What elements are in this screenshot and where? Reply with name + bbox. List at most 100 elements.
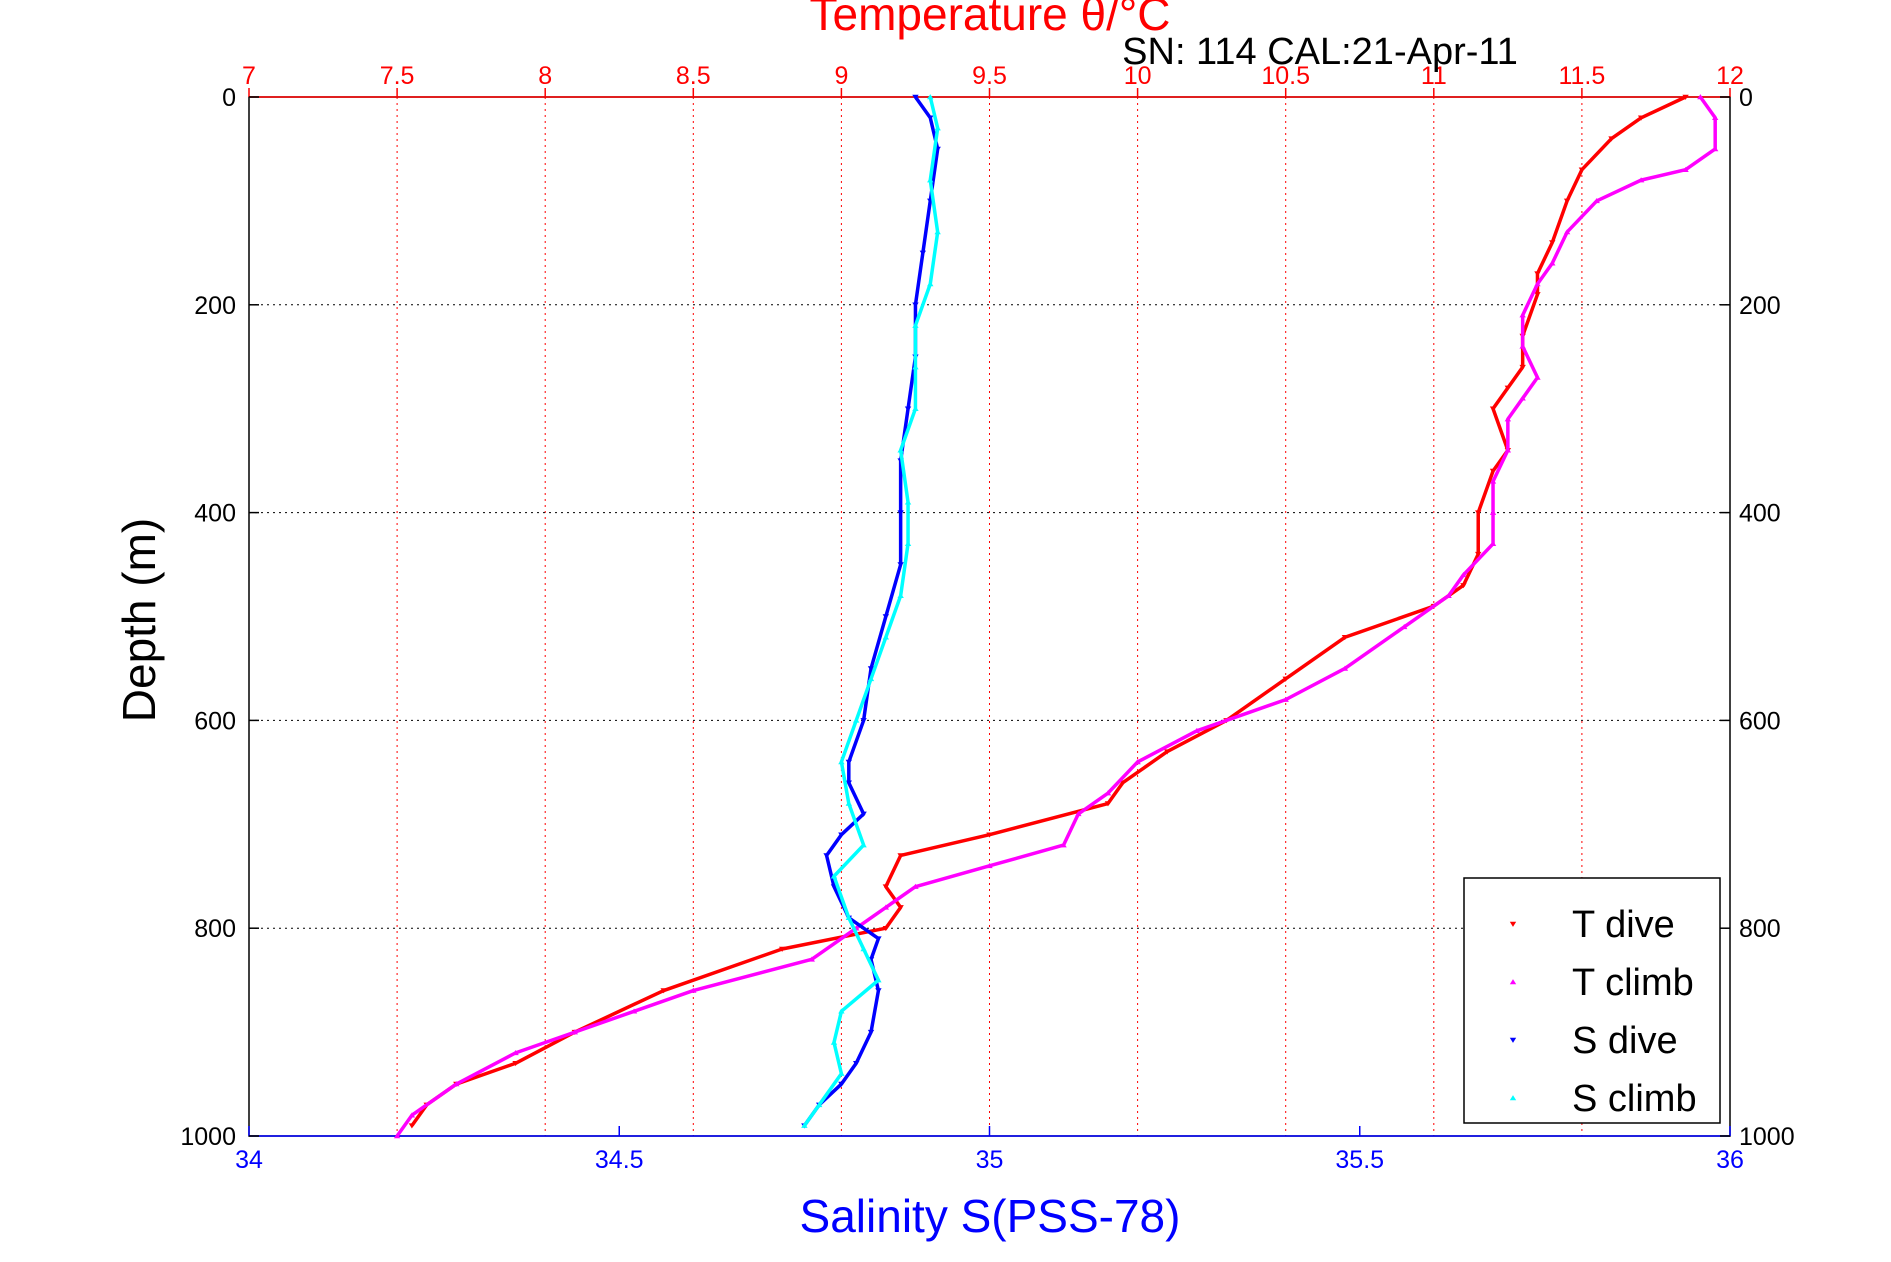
data-point [1504,385,1512,391]
data-point [823,853,830,859]
y-tick-label-left: 400 [194,500,236,528]
data-point [860,811,867,817]
data-point [1504,416,1512,422]
data-point [875,977,882,983]
data-point [1475,551,1482,558]
data-point [1549,260,1556,266]
legend-label: T dive [1572,904,1675,946]
y-axis-title: Depth (m) [113,518,165,722]
y-tick-label-left: 200 [194,292,236,320]
data-point [845,914,853,921]
data-point [1534,271,1541,277]
series-t-dive [408,94,1689,1129]
data-point [1400,624,1408,630]
data-point [1282,676,1289,682]
data-point [1608,136,1615,142]
data-point [838,759,845,765]
data-point [1445,592,1452,598]
y-tick-label-left: 600 [194,707,236,735]
data-point [860,718,867,724]
data-point [882,884,890,890]
data-point [1534,374,1541,380]
data-point [867,1029,875,1035]
data-point [1637,177,1645,183]
bottom-tick-label: 34.5 [595,1146,644,1174]
data-point [927,177,934,183]
y-tick-label-right: 1000 [1739,1123,1795,1151]
data-point [1075,811,1082,817]
data-point [934,229,941,235]
data-point [1489,478,1497,484]
data-point [904,540,912,547]
legend-marker [1509,921,1517,927]
data-point [830,1039,838,1045]
bottom-tick-label: 36 [1716,1146,1744,1174]
series-t-climb [393,94,1719,1139]
data-point [1341,635,1349,641]
top-tick-label: 8.5 [676,62,711,90]
data-point [830,873,838,879]
data-point [875,936,882,942]
data-point [867,675,875,682]
data-point [1119,780,1126,786]
data-point [630,1008,638,1014]
top-tick-label: 7.5 [380,62,415,90]
data-point [1534,292,1541,298]
data-point [927,94,934,100]
legend-marker [1509,979,1517,985]
bottom-tick-label: 35.5 [1335,1146,1384,1174]
legend-label: S dive [1572,1020,1678,1062]
data-point [778,946,786,952]
data-point [1563,229,1571,235]
data-point [1460,572,1467,578]
data-point [912,883,919,889]
top-tick-label: 11 [1421,62,1447,90]
data-point [1475,510,1482,516]
data-point [1164,749,1171,755]
data-point [853,1061,860,1067]
data-point [904,499,912,505]
data-point [1697,94,1704,100]
top-tick-label: 11.5 [1558,62,1605,90]
data-point [882,614,890,620]
data-point [838,1081,845,1087]
data-point [808,956,815,962]
data-point [393,1133,401,1139]
data-point [571,1029,579,1035]
data-point [1682,94,1689,100]
data-point [1578,167,1586,173]
data-point [934,125,941,131]
data-point [1489,406,1497,412]
top-tick-label: 12 [1716,62,1744,90]
data-point [1193,727,1201,734]
data-point [660,988,667,994]
data-point [867,666,875,672]
data-point [408,1123,416,1129]
data-point [1489,540,1497,547]
data-point [986,832,993,838]
data-point [845,759,853,765]
top-tick-label: 9 [834,62,848,90]
data-point [897,510,904,516]
data-point [838,1070,845,1076]
y-tick-label-left: 0 [222,84,236,112]
bottom-tick-label: 35 [976,1146,1004,1174]
data-point [1134,759,1141,765]
data-point [1637,115,1645,121]
y-tick-label-right: 400 [1739,500,1781,528]
data-point [815,1101,823,1108]
data-point [1489,468,1497,474]
data-point [1519,343,1526,349]
y-tick-label-right: 800 [1739,915,1781,943]
y-tick-label-right: 0 [1739,84,1753,112]
data-point [1060,842,1067,848]
data-point [1104,801,1112,807]
data-point [927,115,934,121]
data-point [1504,447,1512,453]
top-tick-label: 10 [1124,62,1152,90]
data-point [838,832,845,838]
data-point [838,1008,845,1014]
data-point [875,988,882,994]
data-point [690,987,697,993]
